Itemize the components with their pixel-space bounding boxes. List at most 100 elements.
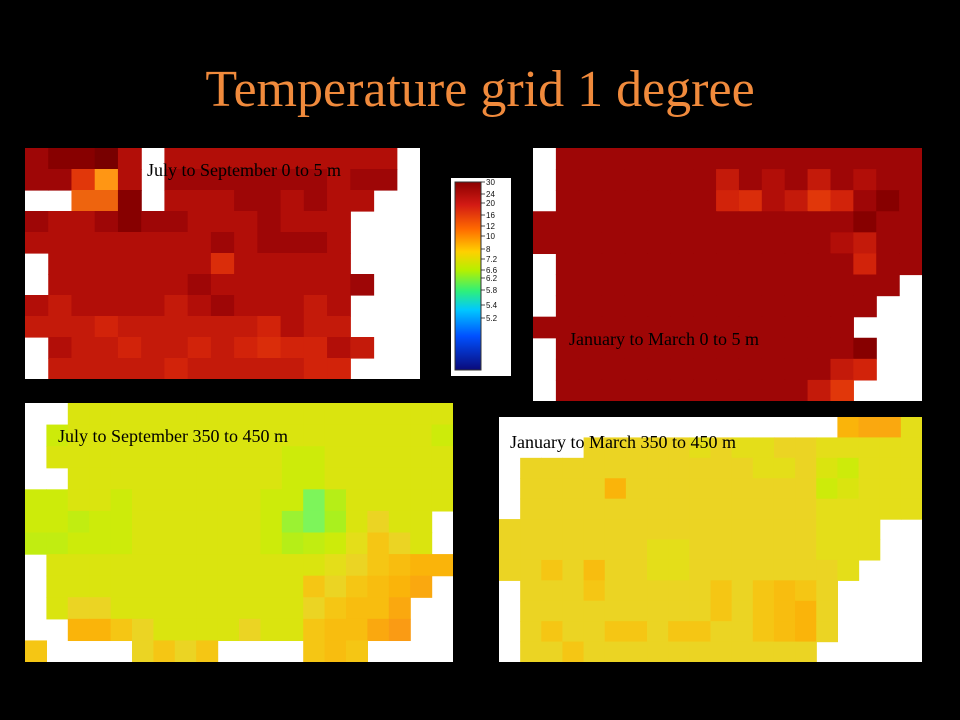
- heatmap-cell: [257, 232, 282, 254]
- heatmap-cell: [89, 532, 112, 555]
- heatmap-cell: [174, 510, 197, 534]
- heatmap-cell: [830, 211, 854, 233]
- heatmap-cell: [668, 600, 690, 622]
- heatmap-cell: [583, 559, 606, 581]
- heatmap-cell: [773, 498, 796, 520]
- heatmap-cell: [689, 641, 712, 662]
- heatmap-cell: [303, 403, 326, 426]
- heatmap-cell: [25, 532, 47, 555]
- heatmap-cell: [900, 457, 922, 479]
- heatmap-cell: [578, 379, 603, 401]
- heatmap-cell: [795, 580, 817, 602]
- colorbar-tick-label: 10: [486, 232, 495, 241]
- heatmap-cell: [853, 148, 877, 170]
- heatmap-cell: [196, 467, 219, 490]
- heatmap-cell: [693, 169, 717, 191]
- heatmap-cell: [260, 424, 283, 447]
- heatmap-cell: [668, 580, 690, 602]
- heatmap-cell: [187, 337, 212, 359]
- heatmap-cell: [346, 467, 368, 490]
- heatmap-cell: [816, 457, 838, 479]
- heatmap-cell: [196, 554, 219, 577]
- heatmap-cell: [67, 597, 90, 620]
- heatmap-cell: [46, 446, 69, 469]
- heatmap-cell: [48, 148, 73, 170]
- heatmap-cell: [110, 554, 133, 577]
- heatmap-cell: [830, 232, 854, 255]
- heatmap-cell: [752, 580, 775, 602]
- heatmap-cell: [164, 232, 189, 254]
- heatmap-cell: [234, 253, 258, 275]
- heatmap-cell: [670, 169, 694, 191]
- heatmap-cell: [716, 211, 740, 233]
- heatmap-cell: [48, 358, 73, 379]
- heatmap-cell: [25, 148, 49, 170]
- heatmap-cell: [153, 403, 176, 426]
- heatmap-cell: [388, 510, 411, 534]
- heatmap-cell: [46, 489, 69, 512]
- heatmap-cell: [346, 597, 368, 620]
- heatmap-cell: [110, 489, 133, 512]
- heatmap-cell: [533, 316, 557, 339]
- heatmap-cell: [601, 358, 626, 381]
- heatmap-cell: [324, 532, 347, 555]
- heatmap-cell: [693, 148, 717, 170]
- heatmap-cell: [234, 295, 258, 317]
- heatmap-cell: [604, 478, 627, 500]
- heatmap-cell: [647, 253, 671, 276]
- heatmap-cell: [327, 211, 351, 233]
- heatmap-cell: [601, 148, 626, 170]
- heatmap-cell: [187, 358, 212, 379]
- heatmap-cell: [303, 554, 326, 577]
- heatmap-cell: [795, 559, 817, 581]
- heatmap-cell: [94, 295, 119, 317]
- heatmap-cell: [578, 232, 603, 255]
- heatmap-cell: [324, 640, 347, 662]
- heatmap-cell: [900, 437, 922, 459]
- heatmap-cell: [625, 437, 648, 459]
- heatmap-cell: [555, 379, 580, 401]
- heatmap-cell: [410, 510, 433, 534]
- heatmap-grid: [499, 417, 922, 662]
- heatmap-cell: [388, 554, 411, 577]
- heatmap-cell: [367, 424, 390, 447]
- colorbar-legend: 30 24 20 16 12 10 8 7.2 6.6 6.2 5.8 5.4 5.2: [451, 178, 511, 376]
- heatmap-cell: [346, 618, 368, 642]
- heatmap-cell: [752, 478, 775, 500]
- heatmap-cell: [876, 274, 900, 297]
- heatmap-cell: [153, 424, 176, 447]
- heatmap-cell: [110, 532, 133, 555]
- heatmap-cell: [541, 621, 564, 643]
- heatmap-cell: [46, 510, 69, 534]
- heatmap-cell: [562, 559, 585, 581]
- heatmap-cell: [48, 253, 73, 275]
- heatmap-cell: [324, 489, 347, 512]
- heatmap-cell: [647, 519, 669, 541]
- heatmap-cell: [280, 295, 305, 317]
- heatmap-cell: [562, 457, 585, 479]
- heatmap-cell: [388, 575, 411, 598]
- heatmap-cell: [858, 478, 881, 500]
- heatmap-cell: [324, 467, 347, 490]
- colorbar-tick-label: 5.8: [486, 286, 498, 295]
- heatmap-cell: [303, 169, 328, 191]
- heatmap-cell: [280, 148, 305, 170]
- heatmap-cell: [239, 618, 261, 642]
- heatmap-cell: [164, 337, 189, 359]
- heatmap-cell: [604, 580, 627, 602]
- heatmap-cell: [784, 190, 809, 212]
- heatmap-cell: [210, 316, 235, 338]
- heatmap-cell: [132, 597, 154, 620]
- heatmap-cell: [668, 498, 690, 520]
- heatmap-cell: [239, 575, 261, 598]
- heatmap-cell: [388, 424, 411, 447]
- heatmap-cell: [132, 554, 154, 577]
- heatmap-cell: [431, 446, 453, 469]
- heatmap-cell: [234, 232, 258, 254]
- heatmap-cell: [367, 510, 390, 534]
- heatmap-cell: [303, 211, 328, 233]
- heatmap-cell: [795, 539, 817, 561]
- heatmap-cell: [716, 295, 740, 318]
- heatmap-cell: [670, 190, 694, 212]
